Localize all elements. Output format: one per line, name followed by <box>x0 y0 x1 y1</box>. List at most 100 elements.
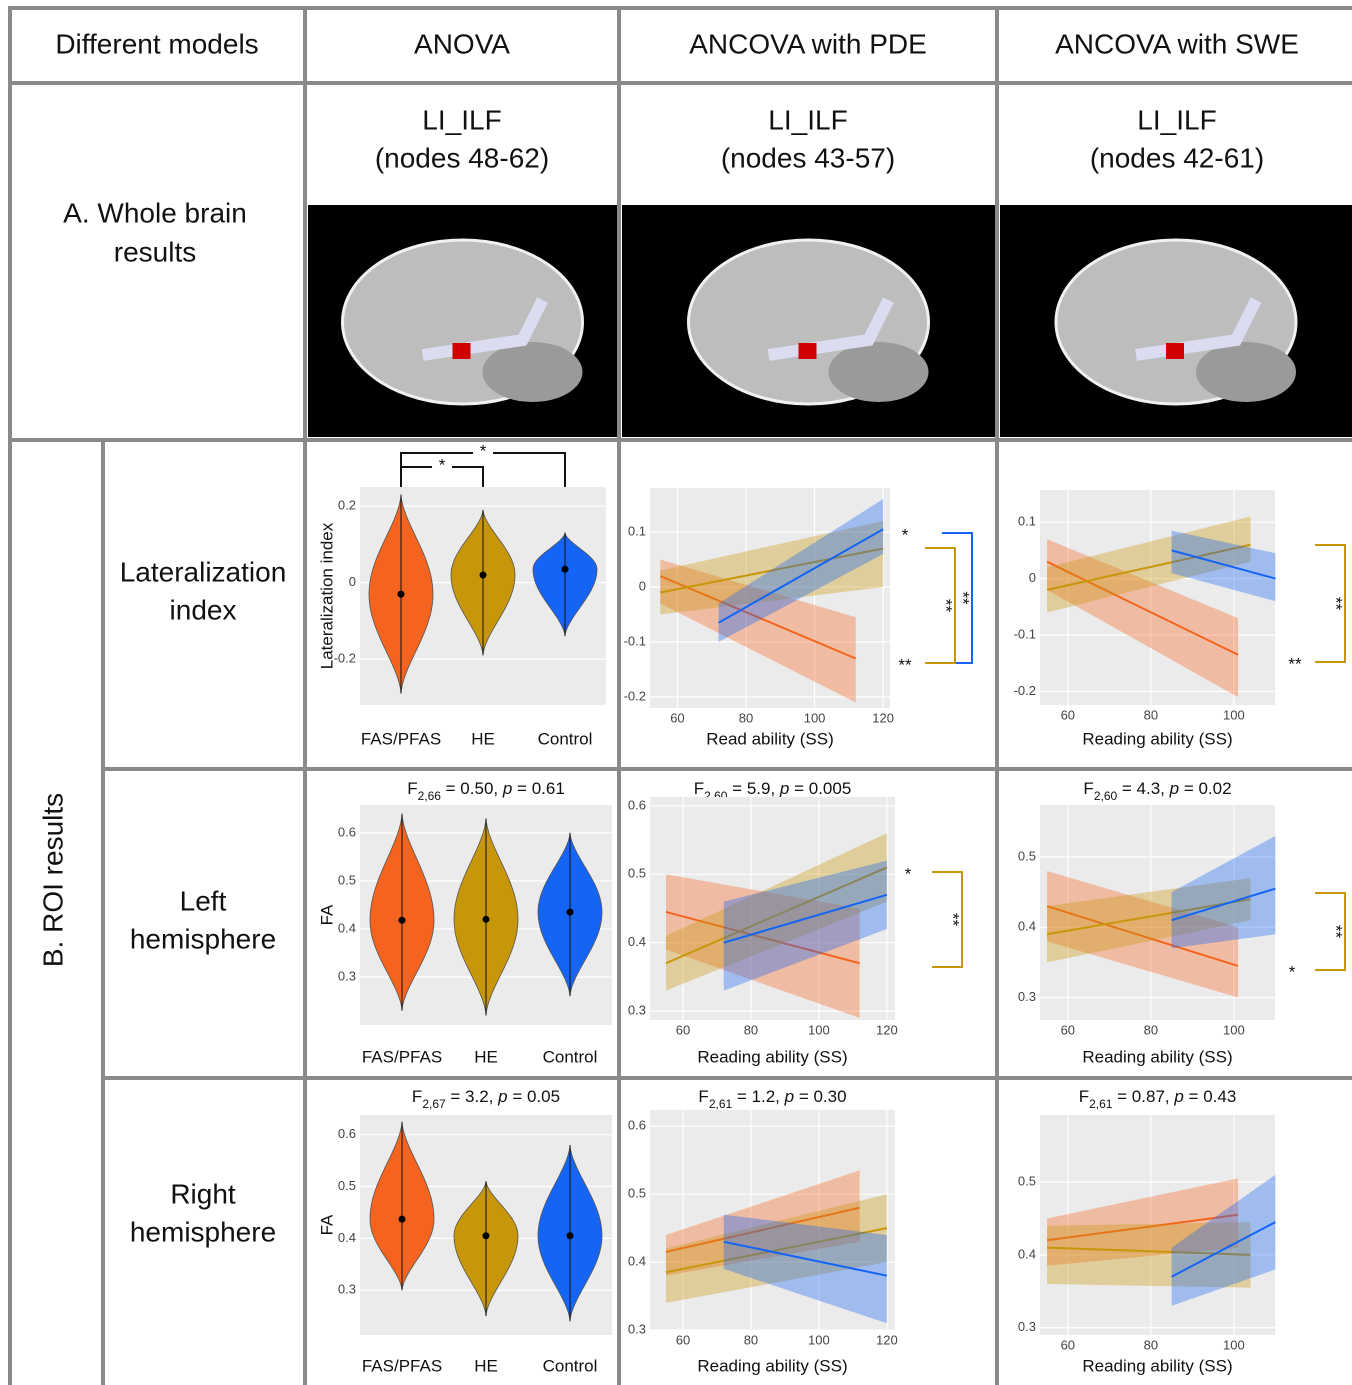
y-tick-label: 0.3 <box>338 968 356 983</box>
y-tick-label: 0.3 <box>628 1003 646 1018</box>
row-label: hemisphere <box>130 1216 276 1247</box>
y-axis-label: FA <box>317 1214 336 1235</box>
stat-part: 2,67 <box>422 1097 446 1111</box>
panel-subtitle: (nodes 48-62) <box>375 142 549 173</box>
x-tick-label: 80 <box>1144 1022 1158 1037</box>
stat-part: F <box>1083 779 1093 798</box>
y-tick-label: 0.4 <box>1018 919 1036 934</box>
cerebellum <box>1196 342 1296 402</box>
panel-title: LI_ILF <box>1137 104 1216 135</box>
stat-part: = 4.3, <box>1117 779 1169 798</box>
figure: Different modelsANOVAANCOVA with PDEANCO… <box>0 0 1352 1385</box>
median-dot <box>480 571 487 578</box>
y-tick-label: 0.4 <box>338 920 356 935</box>
x-axis-label: Reading ability (SS) <box>1082 729 1232 748</box>
x-tick-label: 120 <box>872 710 894 725</box>
significance-marker: * <box>905 864 912 883</box>
y-tick-label: 0.4 <box>1018 1246 1036 1261</box>
category-label: Control <box>538 729 593 748</box>
column-header: Different models <box>55 28 258 59</box>
stat-part: p <box>779 779 789 798</box>
significance-label: * <box>480 441 487 460</box>
category-label: HE <box>474 1047 498 1066</box>
category-label: Control <box>543 1356 598 1375</box>
x-tick-label: 100 <box>1223 1337 1245 1352</box>
y-axis-label: FA <box>317 904 336 925</box>
x-tick-label: 80 <box>1144 1337 1158 1352</box>
x-axis-label: Reading ability (SS) <box>1082 1356 1232 1375</box>
stat-part: F <box>1079 1087 1089 1106</box>
x-axis-label: Reading ability (SS) <box>697 1356 847 1375</box>
category-label: FAS/PFAS <box>362 1356 442 1375</box>
x-tick-label: 80 <box>739 710 753 725</box>
x-tick-label: 100 <box>808 1332 830 1347</box>
y-tick-label: 0 <box>639 578 646 593</box>
y-tick-label: 0.6 <box>338 1126 356 1141</box>
category-label: HE <box>471 729 495 748</box>
column-header: ANOVA <box>414 28 510 59</box>
category-label: Control <box>543 1047 598 1066</box>
panel-subtitle: (nodes 42-61) <box>1090 142 1264 173</box>
median-dot <box>399 1216 406 1223</box>
median-dot <box>398 591 405 598</box>
section-label: B. ROI results <box>37 793 68 967</box>
stat-part: F <box>698 1087 708 1106</box>
significance-label: ** <box>937 599 956 613</box>
y-tick-label: 0.3 <box>628 1321 646 1336</box>
stat-part: = 0.87, <box>1112 1087 1174 1106</box>
x-tick-label: 80 <box>744 1332 758 1347</box>
median-dot <box>567 909 574 916</box>
stat-part: F <box>694 779 704 798</box>
x-tick-label: 60 <box>676 1022 690 1037</box>
y-axis-label: Lateralization index <box>317 522 336 669</box>
x-tick-label: 60 <box>1061 1337 1075 1352</box>
stat-part: = 0.30 <box>794 1087 846 1106</box>
significance-marker: * <box>1289 962 1296 981</box>
y-tick-label: -0.1 <box>624 633 646 648</box>
stat-part: = 5.9, <box>727 779 779 798</box>
stat-text: F2,61 = 1.2, p = 0.30 <box>698 1087 846 1111</box>
category-label: HE <box>474 1356 498 1375</box>
category-label: FAS/PFAS <box>362 1047 442 1066</box>
stat-text: F2,66 = 0.50, p = 0.61 <box>407 779 565 803</box>
x-tick-label: 100 <box>808 1022 830 1037</box>
panel-subtitle: (nodes 43-57) <box>721 142 895 173</box>
x-tick-label: 60 <box>670 710 684 725</box>
y-tick-label: -0.1 <box>1014 626 1036 641</box>
y-tick-label: 0.6 <box>628 1118 646 1133</box>
stat-part: p <box>1169 779 1179 798</box>
stat-part: 2,61 <box>709 1097 733 1111</box>
x-tick-label: 100 <box>1223 707 1245 722</box>
roi-segment <box>1166 343 1184 359</box>
stat-part: p <box>784 1087 794 1106</box>
category-label: FAS/PFAS <box>361 729 441 748</box>
stat-text: F2,60 = 4.3, p = 0.02 <box>1083 779 1231 803</box>
column-header: ANCOVA with SWE <box>1055 28 1299 59</box>
x-axis-label: Reading ability (SS) <box>1082 1047 1232 1066</box>
stat-part: = 0.02 <box>1179 779 1231 798</box>
row-label: Lateralization <box>120 556 287 587</box>
roi-segment <box>799 343 817 359</box>
stat-text: F2,61 = 0.87, p = 0.43 <box>1079 1087 1237 1111</box>
y-tick-label: 0.1 <box>1018 514 1036 529</box>
x-tick-label: 60 <box>1061 1022 1075 1037</box>
stat-part: F <box>412 1087 422 1106</box>
row-label: index <box>170 594 237 625</box>
stat-part: p <box>502 779 512 798</box>
y-tick-label: -0.2 <box>624 688 646 703</box>
x-axis-label: Reading ability (SS) <box>697 1047 847 1066</box>
x-tick-label: 80 <box>744 1022 758 1037</box>
y-tick-label: -0.2 <box>1014 683 1036 698</box>
stat-part: = 0.05 <box>508 1087 560 1106</box>
section-label: A. Whole brain <box>63 197 247 228</box>
stat-part: 2,66 <box>418 789 442 803</box>
significance-label: * <box>439 455 446 474</box>
stat-text: F2,67 = 3.2, p = 0.05 <box>412 1087 560 1111</box>
significance-label: ** <box>1327 597 1346 611</box>
y-tick-label: 0.3 <box>1018 989 1036 1004</box>
stat-part: F <box>407 779 417 798</box>
median-dot <box>483 1232 490 1239</box>
stat-part: = 0.61 <box>512 779 564 798</box>
y-tick-label: 0.2 <box>338 498 356 513</box>
y-tick-label: 0.5 <box>628 1186 646 1201</box>
